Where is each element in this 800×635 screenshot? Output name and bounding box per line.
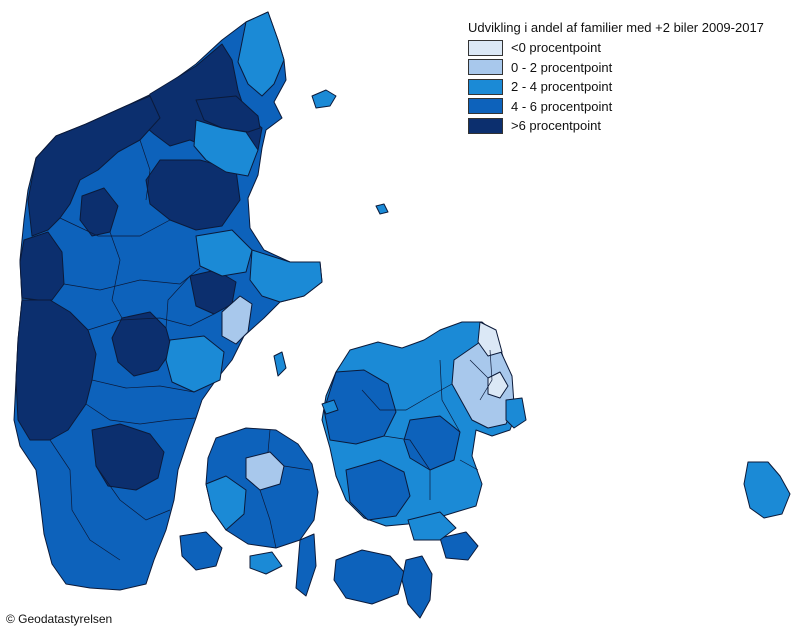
samsoe-island	[273, 351, 287, 377]
falster-region	[401, 555, 433, 619]
legend-item: 2 - 4 procentpoint	[468, 77, 764, 97]
skagen-region	[237, 11, 285, 97]
legend-label: 0 - 2 procentpoint	[511, 59, 613, 75]
zealand-south	[345, 459, 411, 521]
lolland-region	[333, 549, 405, 605]
legend-swatch	[468, 78, 503, 95]
als-region	[179, 531, 223, 571]
moen-region	[439, 531, 479, 561]
legend-label: <0 procentpoint	[511, 40, 601, 56]
bornholm-island	[743, 461, 791, 519]
amager-region	[505, 397, 527, 429]
legend-swatch	[468, 39, 503, 56]
sejeroe-island	[321, 399, 339, 415]
legend-item: >6 procentpoint	[468, 116, 764, 136]
laesoe-island	[311, 89, 337, 109]
copenhagen-lightest	[477, 321, 503, 357]
south-west-dark	[91, 423, 165, 491]
west-jutland-dark	[27, 95, 161, 237]
west-jutland-dark-3	[15, 299, 97, 441]
legend-label: >6 procentpoint	[511, 118, 601, 134]
legend-swatch	[468, 59, 503, 76]
legend-title: Udvikling i andel af familier med +2 bil…	[468, 20, 764, 35]
djursland-region	[249, 249, 323, 303]
odense-light	[245, 451, 285, 491]
zealand-central	[403, 415, 461, 471]
legend-label: 2 - 4 procentpoint	[511, 79, 613, 95]
legend-items: <0 procentpoint 0 - 2 procentpoint 2 - 4 p…	[468, 38, 764, 136]
randers-region	[195, 229, 253, 277]
legend-item: 0 - 2 procentpoint	[468, 58, 764, 78]
south-zealand-light	[407, 511, 457, 541]
legend-item: 4 - 6 procentpoint	[468, 97, 764, 117]
legend-swatch	[468, 117, 503, 134]
langeland-region	[295, 533, 317, 597]
legend-item: <0 procentpoint	[468, 38, 764, 58]
central-dark	[111, 311, 173, 377]
aarhus-light	[221, 295, 253, 345]
legend-label: 4 - 6 procentpoint	[511, 98, 613, 114]
west-jutland-dark-2	[19, 231, 65, 301]
north-jutland-dark-2	[195, 95, 261, 133]
map-legend: Udvikling i andel af familier med +2 bil…	[468, 20, 764, 136]
aalborg-region	[193, 119, 259, 177]
copyright-credit: © Geodatastyrelsen	[6, 612, 113, 626]
fyn-west	[205, 475, 247, 531]
copenhagen-lightest-2	[487, 371, 509, 399]
central-light	[165, 335, 225, 393]
aeroe-region	[249, 551, 283, 575]
anholt-island	[375, 203, 389, 215]
legend-swatch	[468, 98, 503, 115]
